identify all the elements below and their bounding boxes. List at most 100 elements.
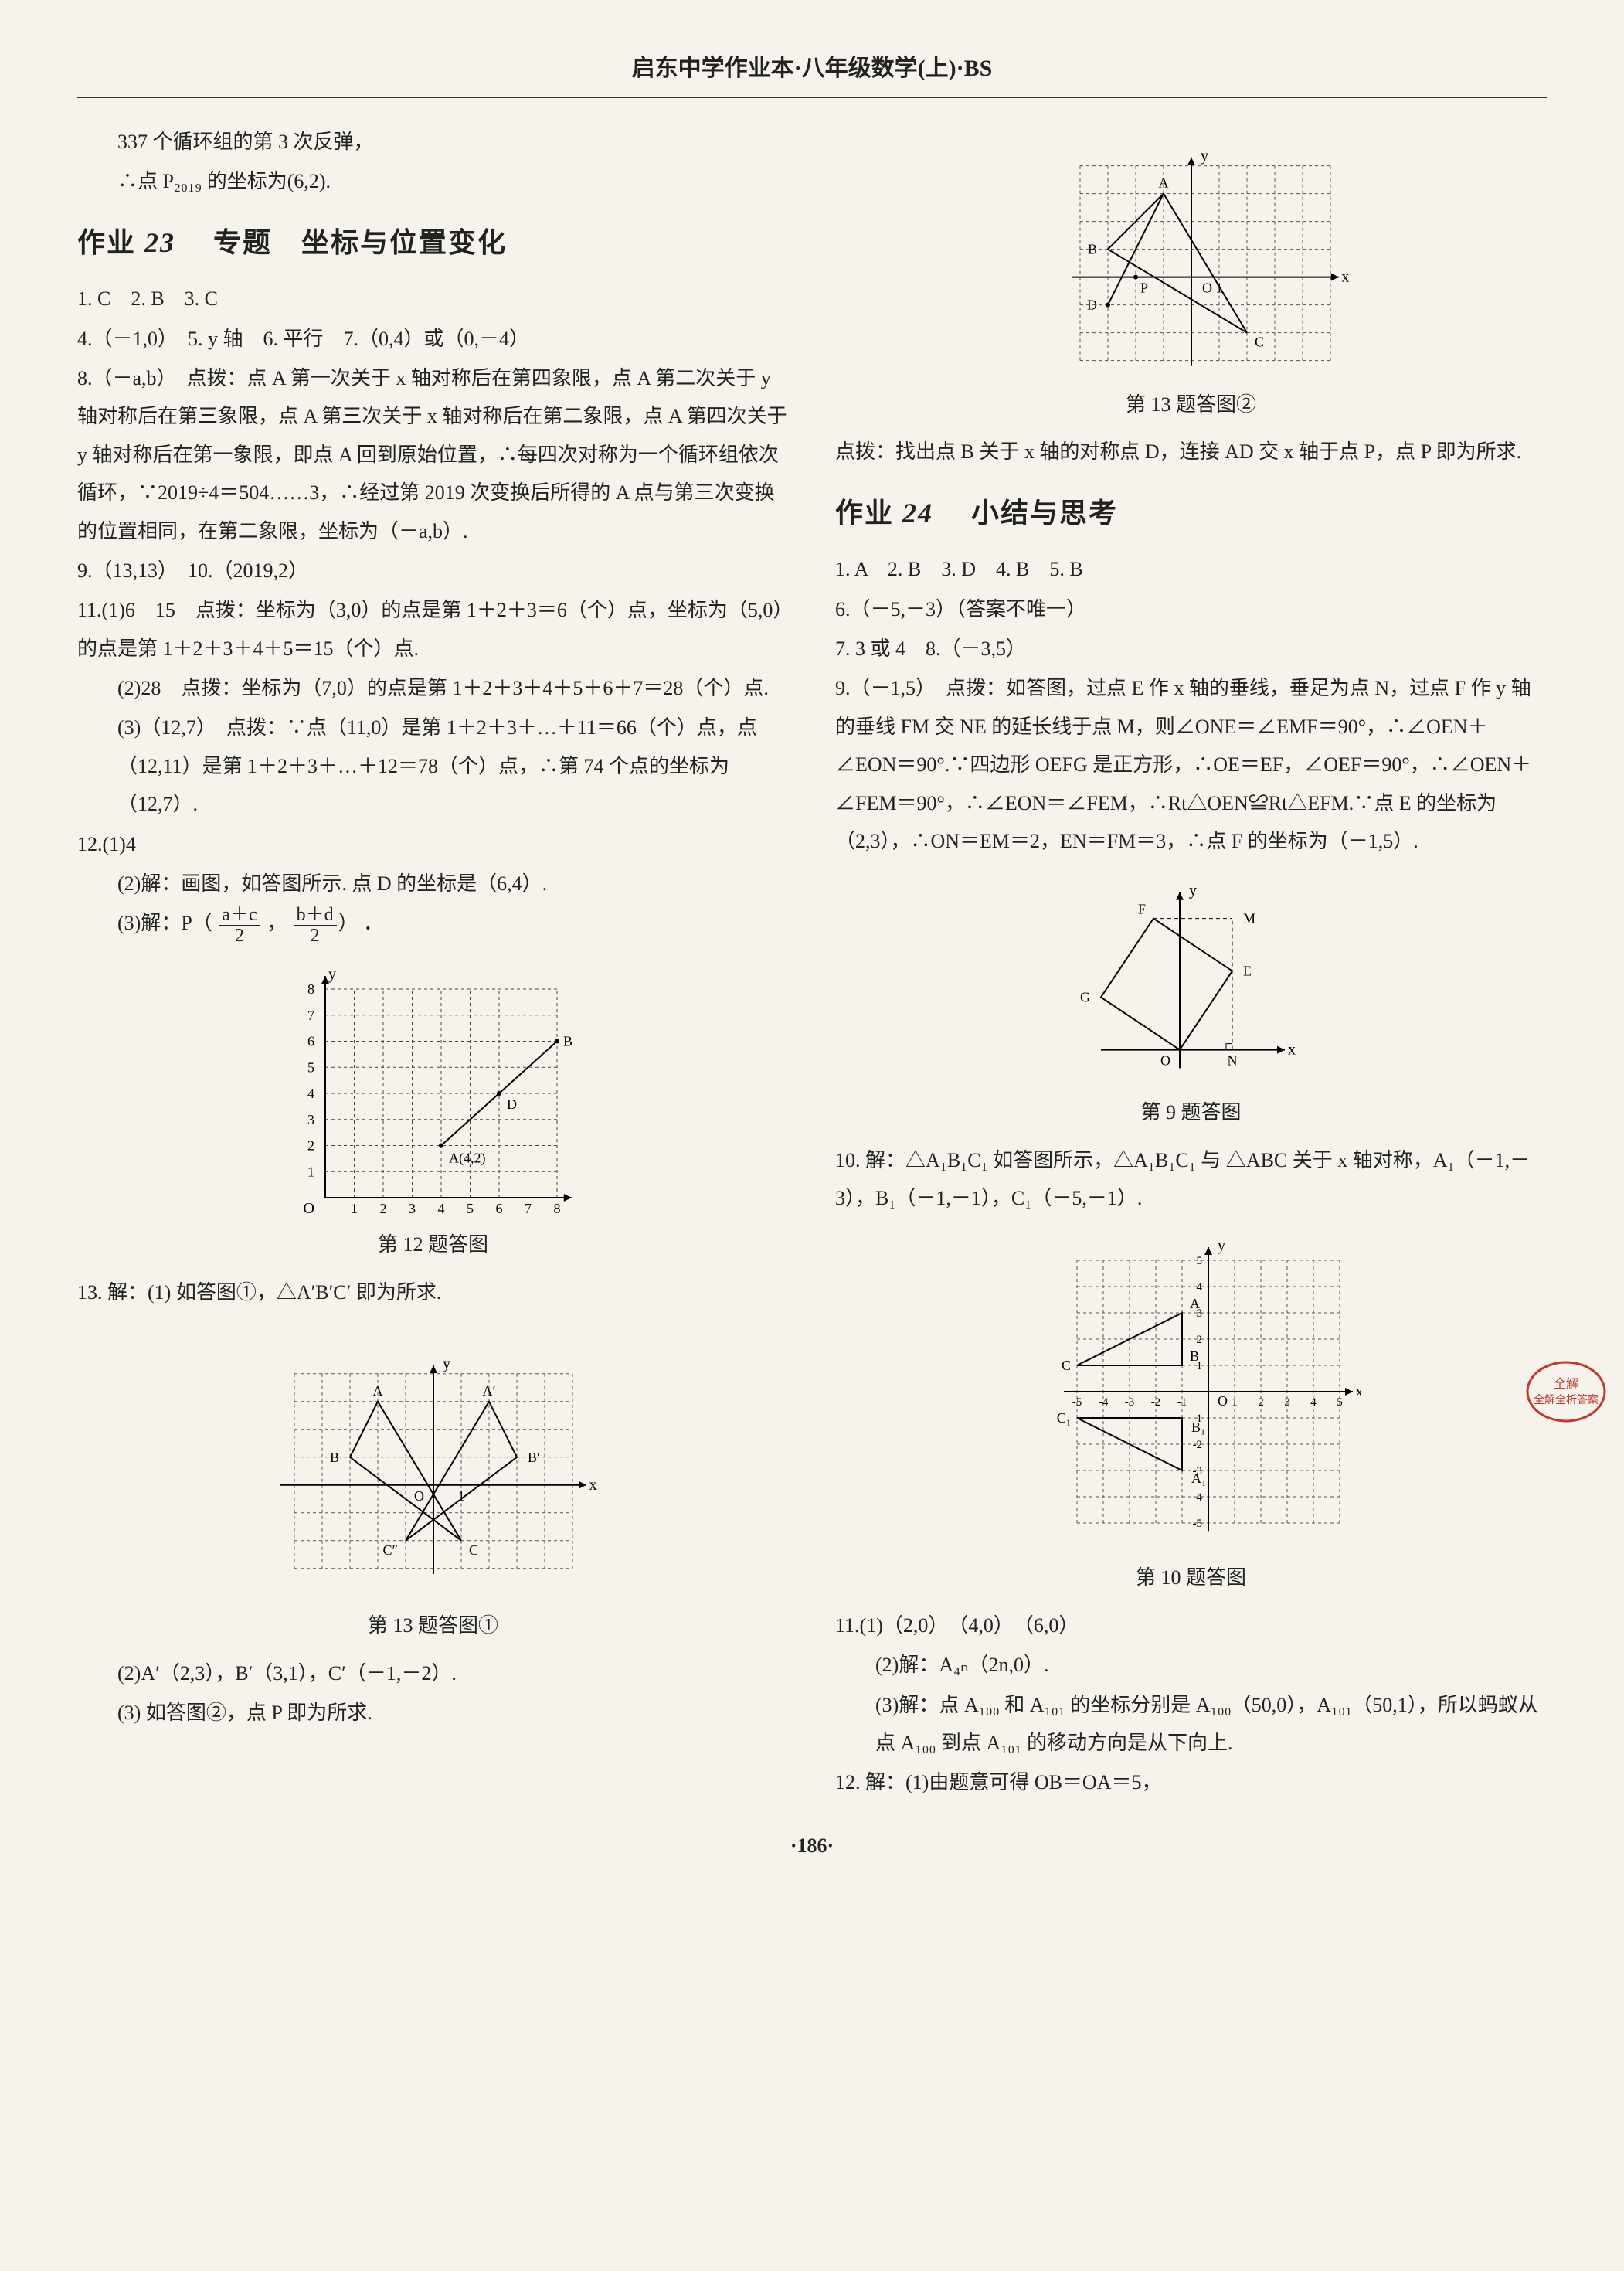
svg-text:x: x — [1341, 269, 1349, 286]
section-23-title: 作业 23 专题 坐标与位置变化 — [77, 216, 789, 269]
answer-24-11-1: 11.(1)（2,0） （4,0） （6,0） — [835, 1606, 1547, 1644]
svg-text:4: 4 — [1196, 1281, 1202, 1294]
figure-10-wrapper: -5-4-3-2-112345-5-4-3-2-112345ABCA₁B₁C₁O… — [835, 1229, 1547, 1554]
svg-text:y: y — [1201, 148, 1208, 165]
svg-text:O: O — [1218, 1393, 1228, 1409]
svg-text:-2: -2 — [1150, 1396, 1160, 1409]
section-prefix-24: 作业 — [835, 498, 894, 529]
svg-text:B′: B′ — [528, 1450, 540, 1465]
figure-13b-caption: 第 13 题答图② — [835, 386, 1547, 423]
answer-24-12: 12. 解：(1)由题意可得 OB＝OA＝5， — [835, 1763, 1547, 1801]
svg-text:F: F — [1137, 902, 1145, 917]
figure-13a: AA′BB′CC″O1xy — [256, 1324, 611, 1602]
answer-11-3: (3)（12,7） 点拨：∵点（11,0）是第 1＋2＋3＋…＋11＝66（个）… — [77, 709, 789, 823]
svg-text:C″: C″ — [382, 1542, 398, 1558]
svg-text:4: 4 — [307, 1086, 314, 1101]
figure-9-caption: 第 9 题答图 — [835, 1093, 1547, 1131]
svg-text:7: 7 — [307, 1008, 314, 1023]
figure-10: -5-4-3-2-112345-5-4-3-2-112345ABCA₁B₁C₁O… — [1021, 1229, 1361, 1554]
figure-13a-caption: 第 13 题答图① — [77, 1606, 789, 1644]
answers-24-1-5: 1. A 2. B 3. D 4. B 5. B — [835, 550, 1547, 588]
svg-text:x: x — [589, 1477, 596, 1494]
answer-13-2: (2)A′（2,3），B′（3,1），C′（－1,－2）. — [77, 1654, 789, 1692]
q12-3-suffix: ． — [363, 912, 383, 934]
answer-11-1: 11.(1)6 15 点拨：坐标为（3,0）的点是第 1＋2＋3＝6（个）点，坐… — [77, 591, 789, 668]
answer-24-11-3: (3)解：点 A₁₀₀ 和 A₁₀₁ 的坐标分别是 A₁₀₀（50,0），A₁₀… — [835, 1686, 1547, 1763]
svg-text:C₁: C₁ — [1056, 1410, 1070, 1426]
answer-8: 8.（－a,b） 点拨：点 A 第一次关于 x 轴对称后在第四象限，点 A 第二… — [77, 359, 789, 550]
section-prefix: 作业 — [77, 227, 136, 258]
answers-24-7-8: 7. 3 或 4 8.（－3,5） — [835, 630, 1547, 668]
svg-text:A(4,2): A(4,2) — [449, 1151, 486, 1167]
svg-text:D: D — [1087, 297, 1097, 313]
svg-text:O: O — [1160, 1053, 1170, 1069]
right-column: ABCDPO1xy 第 13 题答图② 点拨：找出点 B 关于 x 轴的对称点 … — [835, 121, 1547, 1804]
svg-text:5: 5 — [467, 1201, 474, 1216]
svg-text:2: 2 — [379, 1201, 386, 1216]
svg-text:2: 2 — [307, 1138, 314, 1154]
figure-13b: ABCDPO1xy — [1029, 134, 1354, 381]
svg-text:-5: -5 — [1072, 1396, 1082, 1409]
svg-text:8: 8 — [307, 981, 314, 997]
fraction-2: b＋d 2 — [294, 905, 337, 947]
two-column-layout: 337 个循环组的第 3 次反弹， ∴点 P₂₀₁₉ 的坐标为(6,2). 作业… — [77, 121, 1547, 1804]
answer-24-11-2: (2)解：A₄ₙ（2n,0）. — [835, 1646, 1547, 1684]
section-number: 23 — [144, 227, 175, 258]
svg-text:O: O — [414, 1488, 424, 1504]
svg-text:4: 4 — [1310, 1396, 1317, 1409]
answer-13-3: (3) 如答图②，点 P 即为所求. — [77, 1694, 789, 1732]
svg-text:O: O — [303, 1200, 314, 1217]
svg-text:x: x — [1288, 1042, 1296, 1059]
stamp-text-1: 全解 — [1554, 1377, 1578, 1391]
svg-text:5: 5 — [1337, 1396, 1343, 1409]
svg-text:B: B — [329, 1450, 338, 1465]
answer-24-6: 6.（－5,－3）（答案不唯一） — [835, 590, 1547, 628]
frac2-den: 2 — [294, 926, 337, 946]
frac1-den: 2 — [219, 926, 260, 946]
svg-text:2: 2 — [1196, 1334, 1202, 1346]
answers-9-10: 9.（13,13） 10.（2019,2） — [77, 552, 789, 590]
figure-13b-note: 点拨：找出点 B 关于 x 轴的对称点 D，连接 AD 交 x 轴于点 P，点 … — [835, 433, 1547, 471]
svg-text:-1: -1 — [1177, 1396, 1187, 1409]
svg-text:N: N — [1227, 1053, 1237, 1069]
svg-text:B₁: B₁ — [1191, 1419, 1205, 1435]
svg-text:-5: -5 — [1192, 1518, 1202, 1530]
svg-text:-2: -2 — [1192, 1439, 1202, 1451]
svg-text:y: y — [1218, 1237, 1225, 1254]
svg-text:A′: A′ — [482, 1383, 495, 1399]
svg-text:-4: -4 — [1192, 1491, 1202, 1504]
intro-line-2: ∴点 P₂₀₁₉ 的坐标为(6,2). — [77, 162, 789, 200]
svg-text:C: C — [469, 1542, 478, 1558]
section-topic-24: 小结与思考 — [971, 498, 1118, 529]
svg-text:7: 7 — [525, 1201, 532, 1216]
stamp-icon: 全解 全解全析答案 — [1524, 1357, 1609, 1426]
svg-text:A: A — [372, 1383, 382, 1399]
svg-text:8: 8 — [553, 1201, 560, 1216]
svg-text:3: 3 — [409, 1201, 416, 1216]
svg-text:C: C — [1255, 335, 1264, 350]
section-number-24: 24 — [902, 498, 933, 529]
svg-text:5: 5 — [307, 1060, 314, 1076]
svg-text:D: D — [507, 1096, 517, 1112]
q12-3-prefix: (3)解：P — [117, 912, 192, 934]
svg-text:1: 1 — [351, 1201, 358, 1216]
answer-12-2: (2)解：画图，如答图所示. 点 D 的坐标是（6,4）. — [77, 865, 789, 903]
svg-text:4: 4 — [437, 1201, 444, 1216]
svg-text:B: B — [1190, 1348, 1199, 1364]
page-header: 启东中学作业本·八年级数学(上)·BS — [77, 46, 1547, 90]
svg-text:M: M — [1243, 911, 1255, 926]
svg-text:-4: -4 — [1098, 1396, 1108, 1409]
svg-text:3: 3 — [307, 1112, 314, 1127]
answer-12-3: (3)解：P（ a＋c 2 ， b＋d 2 ） ． — [77, 904, 789, 946]
svg-text:y: y — [1189, 882, 1197, 899]
svg-text:A: A — [1190, 1296, 1200, 1311]
left-column: 337 个循环组的第 3 次反弹， ∴点 P₂₀₁₉ 的坐标为(6,2). 作业… — [77, 121, 789, 1804]
section-topic: 专题 坐标与位置变化 — [213, 227, 507, 258]
svg-text:y: y — [443, 1355, 450, 1372]
figure-9: ONEFMGxy — [1075, 872, 1307, 1089]
svg-text:y: y — [328, 966, 336, 983]
svg-text:1: 1 — [1232, 1396, 1238, 1409]
svg-text:B(8,6): B(8,6) — [563, 1034, 572, 1050]
svg-text:A₁: A₁ — [1191, 1470, 1206, 1486]
svg-text:A: A — [1158, 175, 1168, 191]
